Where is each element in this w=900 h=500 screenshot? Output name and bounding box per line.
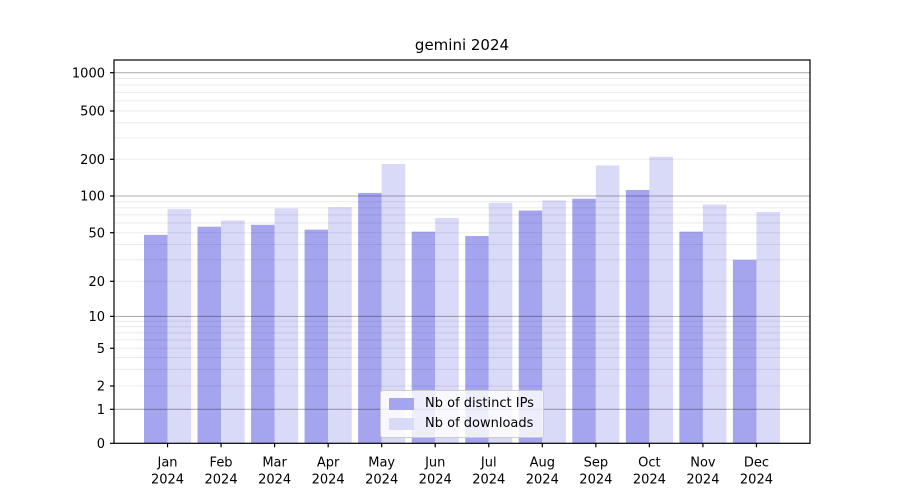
x-tick-label-month: Mar bbox=[262, 455, 287, 470]
bar-distinct-ips-may bbox=[358, 192, 382, 444]
x-tick-label-year: 2024 bbox=[365, 472, 398, 487]
x-tick-label-year: 2024 bbox=[312, 472, 345, 487]
x-tick-label-year: 2024 bbox=[579, 472, 612, 487]
y-tick-label: 100 bbox=[80, 190, 105, 205]
x-tick-label-month: Apr bbox=[317, 455, 340, 470]
x-tick-label-year: 2024 bbox=[472, 472, 505, 487]
bar-downloads-jul bbox=[488, 202, 513, 444]
y-tick-label: 1000 bbox=[72, 66, 105, 81]
bar-downloads-jun bbox=[435, 218, 459, 444]
x-tick-label-month: Oct bbox=[638, 455, 660, 470]
legend-label-downloads: Nb of downloads bbox=[425, 416, 534, 431]
legend-swatch-downloads bbox=[389, 418, 414, 430]
bar-downloads-may bbox=[381, 164, 406, 444]
bar-downloads-feb bbox=[221, 220, 245, 444]
legend-item-downloads: Nb of downloads bbox=[389, 416, 535, 432]
x-tick-label-month: Aug bbox=[530, 455, 555, 470]
chart-title: gemini 2024 bbox=[414, 36, 510, 54]
y-tick-label: 0 bbox=[97, 437, 105, 452]
legend: Nb of distinct IPs Nb of downloads bbox=[380, 390, 544, 438]
x-tick-label-year: 2024 bbox=[633, 472, 666, 487]
bar-distinct-ips-apr bbox=[304, 229, 329, 444]
bar-downloads-oct bbox=[649, 156, 673, 444]
bar-distinct-ips-sep bbox=[572, 198, 596, 444]
bar-distinct-ips-nov bbox=[679, 231, 703, 444]
legend-item-distinct-ips: Nb of distinct IPs bbox=[389, 396, 535, 412]
x-tick-label-year: 2024 bbox=[419, 472, 452, 487]
y-tick-label: 10 bbox=[88, 310, 105, 325]
bar-distinct-ips-aug bbox=[518, 210, 543, 444]
x-tick-label-year: 2024 bbox=[205, 472, 238, 487]
x-tick-label-year: 2024 bbox=[258, 472, 291, 487]
x-tick-label-month: Dec bbox=[744, 455, 769, 470]
bar-distinct-ips-feb bbox=[197, 226, 222, 444]
x-tick-label-year: 2024 bbox=[151, 472, 184, 487]
x-tick-label-month: Jan bbox=[157, 455, 178, 470]
bar-downloads-jan bbox=[167, 209, 192, 444]
y-tick-label: 200 bbox=[80, 153, 105, 168]
bar-downloads-sep bbox=[595, 165, 620, 444]
bar-distinct-ips-jan bbox=[143, 234, 168, 444]
bar-distinct-ips-oct bbox=[625, 189, 650, 444]
x-tick-label-month: Jul bbox=[480, 455, 497, 470]
bar-downloads-nov bbox=[702, 204, 727, 444]
x-tick-label-year: 2024 bbox=[526, 472, 559, 487]
x-tick-label-month: Sep bbox=[584, 455, 609, 470]
legend-label-distinct-ips: Nb of distinct IPs bbox=[425, 396, 534, 411]
plot-border bbox=[113, 59, 811, 444]
y-tick-label: 500 bbox=[80, 105, 105, 120]
x-tick-label-month: Jun bbox=[424, 455, 445, 470]
bar-downloads-apr bbox=[328, 207, 352, 444]
x-tick-label-month: Nov bbox=[690, 455, 716, 470]
x-tick-label-month: Feb bbox=[210, 455, 233, 470]
legend-swatch-distinct-ips bbox=[389, 398, 414, 410]
bar-downloads-dec bbox=[756, 211, 781, 444]
bar-distinct-ips-dec bbox=[732, 259, 757, 444]
x-tick-label-year: 2024 bbox=[740, 472, 773, 487]
bar-downloads-mar bbox=[274, 208, 299, 444]
bar-distinct-ips-mar bbox=[251, 224, 275, 444]
y-tick-label: 20 bbox=[88, 275, 105, 290]
y-tick-label: 50 bbox=[88, 226, 105, 241]
y-tick-label: 2 bbox=[97, 380, 105, 395]
bar-downloads-aug bbox=[542, 200, 566, 444]
x-tick-label-year: 2024 bbox=[686, 472, 719, 487]
y-tick-label: 1 bbox=[97, 403, 105, 418]
y-tick-label: 5 bbox=[97, 342, 105, 357]
x-tick-label-month: May bbox=[368, 455, 395, 470]
